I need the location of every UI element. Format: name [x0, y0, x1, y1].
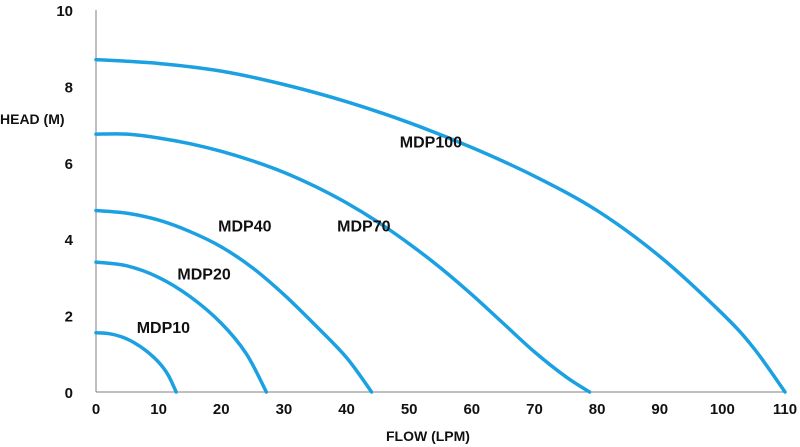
x-tick-label: 110	[773, 401, 797, 418]
curves-group	[94, 57, 787, 394]
curve-label-mdp20: MDP20	[177, 266, 230, 283]
x-tick-label: 30	[276, 401, 293, 418]
curve-label-mdp70: MDP70	[337, 219, 390, 236]
x-axis-title: FLOW (LPM)	[386, 428, 470, 444]
x-tick-label: 20	[213, 401, 230, 418]
x-tick-label: 40	[338, 401, 355, 418]
x-tick-label: 70	[526, 401, 543, 418]
x-tick-label: 10	[150, 401, 167, 418]
curve-mdp10	[94, 331, 178, 394]
y-tick-label: 6	[65, 156, 73, 173]
y-tick-labels: 0 2 4 6 8 10	[56, 3, 73, 402]
curve-mdp20	[94, 260, 269, 394]
curve-label-mdp10: MDP10	[137, 320, 190, 337]
x-tick-label: 80	[589, 401, 606, 418]
curve-mdp70	[94, 132, 592, 394]
y-tick-label: 10	[56, 3, 73, 20]
x-tick-label: 60	[463, 401, 480, 418]
x-tick-labels: 0 10 20 30 40 50 60 70 80 90 100 110	[92, 401, 797, 418]
x-tick-label: 50	[401, 401, 418, 418]
x-tick-label: 0	[92, 401, 100, 418]
y-axis-title: HEAD (M)	[0, 111, 65, 127]
x-tick-label: 100	[710, 401, 735, 418]
curve-mdp40	[94, 208, 374, 394]
curve-labels: MDP10 MDP20 MDP40 MDP70 MDP100	[137, 135, 462, 337]
x-tick-label: 90	[651, 401, 668, 418]
y-tick-label: 0	[65, 385, 73, 402]
curve-mdp100	[94, 57, 787, 394]
y-tick-label: 4	[65, 232, 74, 249]
y-tick-label: 8	[65, 79, 73, 96]
curve-label-mdp40: MDP40	[218, 219, 271, 236]
y-tick-label: 2	[65, 309, 73, 326]
curve-label-mdp100: MDP100	[400, 135, 462, 152]
